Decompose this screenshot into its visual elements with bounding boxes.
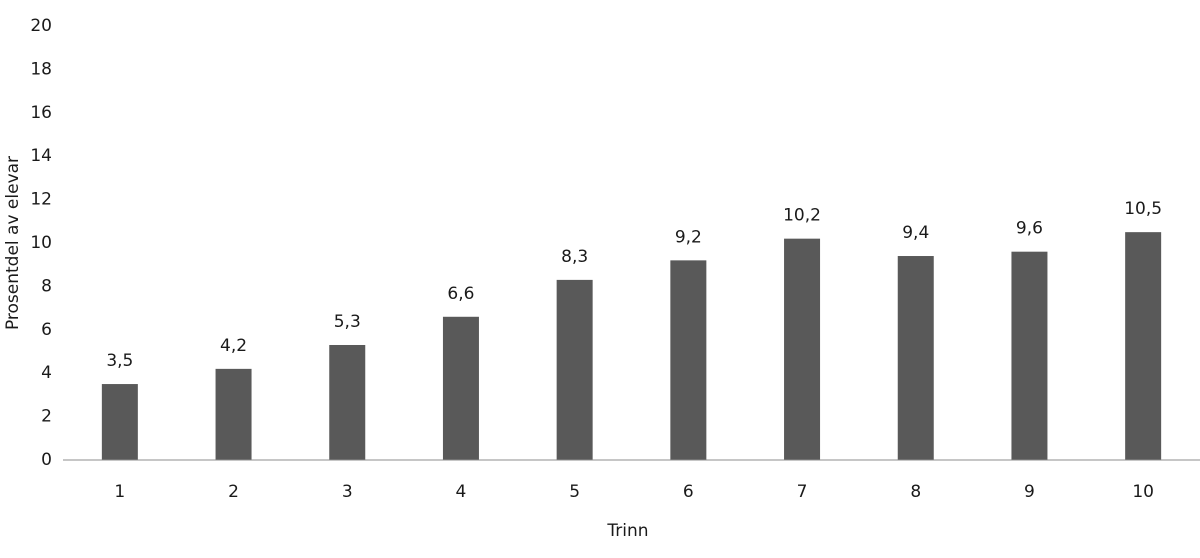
value-label: 10,5 (1124, 199, 1162, 219)
x-tick-label: 10 (1132, 482, 1154, 502)
x-tick-label: 4 (456, 482, 467, 502)
x-tick-label: 8 (910, 482, 921, 502)
value-label: 5,3 (334, 312, 361, 332)
x-tick-label: 2 (228, 482, 239, 502)
x-tick-label: 1 (114, 482, 125, 502)
y-tick-label: 20 (30, 16, 52, 36)
x-tick-label: 6 (683, 482, 694, 502)
value-label: 10,2 (783, 206, 821, 226)
value-label: 4,2 (220, 336, 247, 356)
x-tick-label: 7 (797, 482, 808, 502)
y-tick-label: 0 (41, 450, 52, 470)
bar (329, 344, 366, 460)
bar (215, 368, 252, 460)
x-tick-label: 9 (1024, 482, 1035, 502)
value-label: 3,5 (106, 351, 133, 371)
y-tick-label: 10 (30, 233, 52, 253)
y-tick-label: 8 (41, 276, 52, 296)
x-tick-label: 3 (342, 482, 353, 502)
bar (784, 238, 821, 460)
value-label: 6,6 (447, 284, 474, 304)
value-label: 9,2 (675, 227, 702, 247)
y-tick-label: 12 (30, 190, 52, 210)
y-tick-label: 16 (30, 103, 52, 123)
y-tick-label: 18 (30, 59, 52, 79)
value-label: 8,3 (561, 247, 588, 267)
bar (1125, 232, 1162, 460)
value-label: 9,6 (1016, 219, 1043, 239)
bar (442, 316, 479, 460)
bar (670, 260, 707, 460)
bar (1011, 251, 1048, 460)
y-tick-label: 6 (41, 320, 52, 340)
y-tick-label: 14 (30, 146, 52, 166)
value-label: 9,4 (902, 223, 929, 243)
y-axis-title: Prosentdel av elevar (3, 156, 23, 330)
y-tick-label: 4 (41, 363, 52, 383)
x-tick-label: 5 (569, 482, 580, 502)
bar (556, 279, 593, 460)
bar (101, 384, 138, 460)
bar (897, 256, 934, 460)
x-axis-title: Trinn (606, 521, 648, 541)
y-tick-label: 2 (41, 407, 52, 427)
